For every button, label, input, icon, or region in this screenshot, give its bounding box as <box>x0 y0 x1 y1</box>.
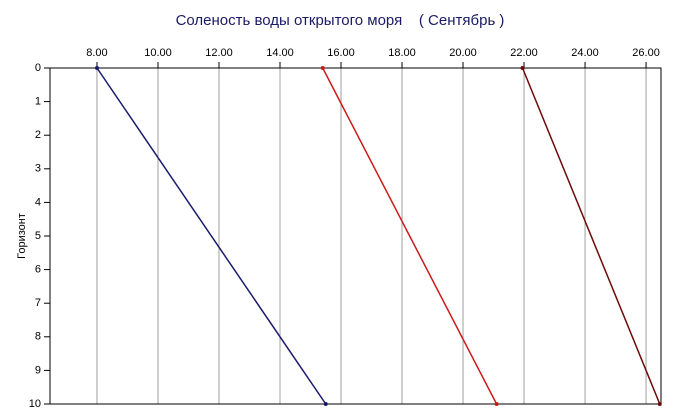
x-tick-label: 8.00 <box>86 47 107 59</box>
point <box>320 66 325 70</box>
series-line <box>521 67 661 405</box>
y-tick-label: 1 <box>35 96 41 108</box>
point <box>94 66 99 70</box>
y-tick-label: 5 <box>35 230 41 242</box>
x-tick-label: 26.00 <box>632 47 660 59</box>
point <box>494 402 499 406</box>
y-axis-label: Горизонт <box>16 213 28 259</box>
plot-frame <box>49 67 662 405</box>
chart-title: Соленость воды открытого моря ( Сентябрь… <box>176 12 505 29</box>
x-tick-label: 24.00 <box>571 47 599 59</box>
y-tick-label: 9 <box>35 364 41 376</box>
point <box>657 402 662 406</box>
point <box>323 402 328 406</box>
x-tick-label: 14.00 <box>266 47 294 59</box>
y-tick-label: 0 <box>35 62 41 74</box>
y-tick-label: 4 <box>35 196 41 208</box>
y-tick-label: 6 <box>35 264 41 276</box>
y-tick-label: 7 <box>35 297 41 309</box>
x-tick-label: 10.00 <box>144 47 172 59</box>
x-tick-label: 20.00 <box>449 47 477 59</box>
series-line <box>322 67 498 405</box>
point <box>520 66 525 70</box>
x-tick-label: 18.00 <box>388 47 416 59</box>
x-tick-label: 12.00 <box>205 47 233 59</box>
x-tick-label: 22.00 <box>510 47 538 59</box>
series-line <box>96 67 327 405</box>
x-tick-label: 16.00 <box>327 47 355 59</box>
y-tick-label: 10 <box>29 398 41 410</box>
y-tick-label: 3 <box>35 163 41 175</box>
y-tick-label: 8 <box>35 331 41 343</box>
y-tick-label: 2 <box>35 129 41 141</box>
